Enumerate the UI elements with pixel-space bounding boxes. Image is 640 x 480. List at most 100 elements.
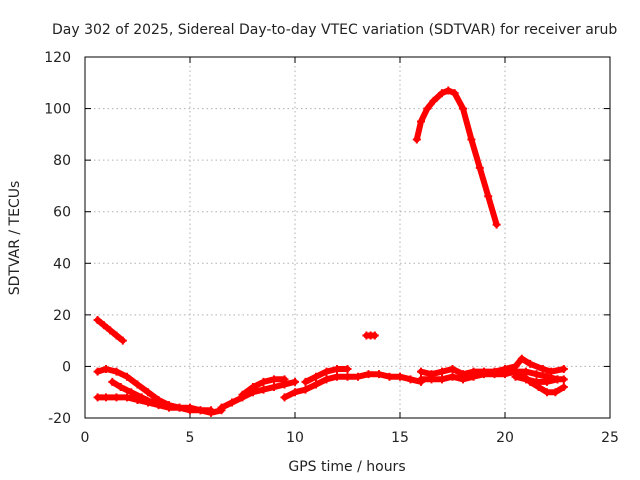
data-point-marker — [322, 375, 331, 384]
y-tick-label: 40 — [53, 256, 71, 272]
data-point-marker — [322, 367, 331, 376]
data-point-marker — [93, 316, 102, 325]
data-point-marker — [467, 135, 476, 144]
data-point-marker — [112, 393, 121, 402]
series-trace-seg-peak — [413, 87, 500, 228]
data-point-marker — [543, 388, 551, 397]
data-point-marker — [291, 377, 299, 386]
data-point-marker — [559, 375, 568, 384]
data-point-marker — [484, 192, 493, 201]
y-tick-label: -20 — [48, 411, 71, 427]
plot-frame — [84, 56, 611, 419]
y-tick-label: 80 — [53, 153, 71, 169]
data-point-marker — [475, 163, 484, 172]
x-tick-label: 10 — [286, 430, 304, 446]
data-point-marker — [301, 385, 310, 394]
x-tick-label: 25 — [601, 430, 619, 446]
data-point-marker — [517, 354, 526, 363]
data-point-marker — [99, 321, 108, 330]
y-tick-label: 60 — [53, 205, 71, 221]
data-point-marker — [396, 372, 404, 381]
data-point-marker — [343, 365, 352, 374]
data-point-marker — [526, 359, 535, 368]
data-point-marker — [196, 406, 205, 415]
data-point-marker — [280, 375, 289, 384]
data-point-marker — [343, 372, 352, 381]
data-point-marker — [148, 398, 157, 407]
data-point-marker — [123, 393, 131, 402]
data-point-marker — [123, 372, 131, 381]
data-point-marker — [259, 377, 268, 386]
data-point-marker — [427, 370, 436, 379]
data-point-marker — [137, 393, 146, 402]
data-point-marker — [423, 104, 432, 113]
data-point-marker — [522, 367, 530, 376]
data-point-marker — [112, 367, 121, 376]
data-point-marker — [559, 365, 568, 374]
data-point-marker — [522, 375, 530, 384]
grid-lines — [85, 57, 610, 418]
data-point-marker — [249, 383, 257, 392]
data-point-marker — [165, 403, 173, 412]
data-point-marker — [444, 86, 453, 95]
data-point-marker — [333, 365, 341, 374]
x-tick-label: 15 — [391, 430, 409, 446]
data-point-marker — [448, 372, 457, 381]
data-point-marker — [354, 372, 362, 381]
data-point-marker — [312, 372, 320, 381]
data-point-marker — [417, 375, 425, 384]
data-point-marker — [532, 377, 541, 386]
data-points — [93, 86, 568, 417]
data-point-marker — [118, 336, 127, 345]
y-tick-label: 120 — [44, 50, 71, 66]
x-tick-label: 5 — [186, 430, 195, 446]
data-point-marker — [511, 362, 520, 371]
data-point-marker — [217, 403, 226, 412]
y-tick-label: 100 — [44, 102, 71, 118]
data-point-marker — [102, 393, 110, 402]
data-point-marker — [133, 380, 142, 389]
data-point-marker — [511, 372, 520, 381]
x-tick-label: 20 — [496, 430, 514, 446]
data-point-marker — [450, 89, 459, 98]
data-point-marker — [438, 89, 446, 98]
data-point-marker — [412, 135, 421, 144]
data-point-marker — [175, 403, 184, 412]
data-point-marker — [106, 326, 115, 335]
data-point-marker — [417, 367, 425, 376]
data-point-marker — [370, 331, 379, 340]
data-point-marker — [364, 370, 373, 379]
data-point-marker — [538, 365, 547, 374]
data-point-marker — [259, 385, 268, 394]
data-point-marker — [270, 375, 278, 384]
x-axis-label: GPS time / hours — [288, 459, 405, 475]
axis-ticks: 0 5 10 15 20 25 -20 0 20 40 60 80 100 120 — [44, 50, 619, 446]
data-point-marker — [429, 96, 438, 105]
data-point-marker — [532, 370, 541, 379]
data-point-marker — [228, 398, 236, 407]
data-point-marker — [490, 367, 499, 376]
data-point-marker — [144, 388, 152, 397]
data-point-marker — [385, 372, 394, 381]
data-point-marker — [501, 365, 509, 374]
data-point-marker — [438, 367, 446, 376]
data-point-marker — [93, 367, 102, 376]
data-point-marker — [559, 383, 568, 392]
data-point-marker — [301, 377, 310, 386]
y-tick-label: 0 — [62, 359, 71, 375]
data-point-marker — [492, 220, 501, 229]
data-point-marker — [469, 367, 478, 376]
data-point-marker — [102, 365, 110, 374]
data-point-marker — [547, 367, 556, 376]
data-point-marker — [406, 375, 415, 384]
data-point-marker — [517, 370, 526, 379]
data-point-marker — [459, 104, 467, 113]
data-point-marker — [186, 406, 194, 415]
data-point-marker — [480, 367, 488, 376]
data-point-marker — [270, 383, 278, 392]
chart-title: Day 302 of 2025, Sidereal Day-to-day VTE… — [52, 22, 617, 38]
data-point-marker — [438, 375, 446, 384]
y-axis-label: SDTVAR / TECUs — [7, 181, 23, 296]
data-point-marker — [116, 383, 125, 392]
